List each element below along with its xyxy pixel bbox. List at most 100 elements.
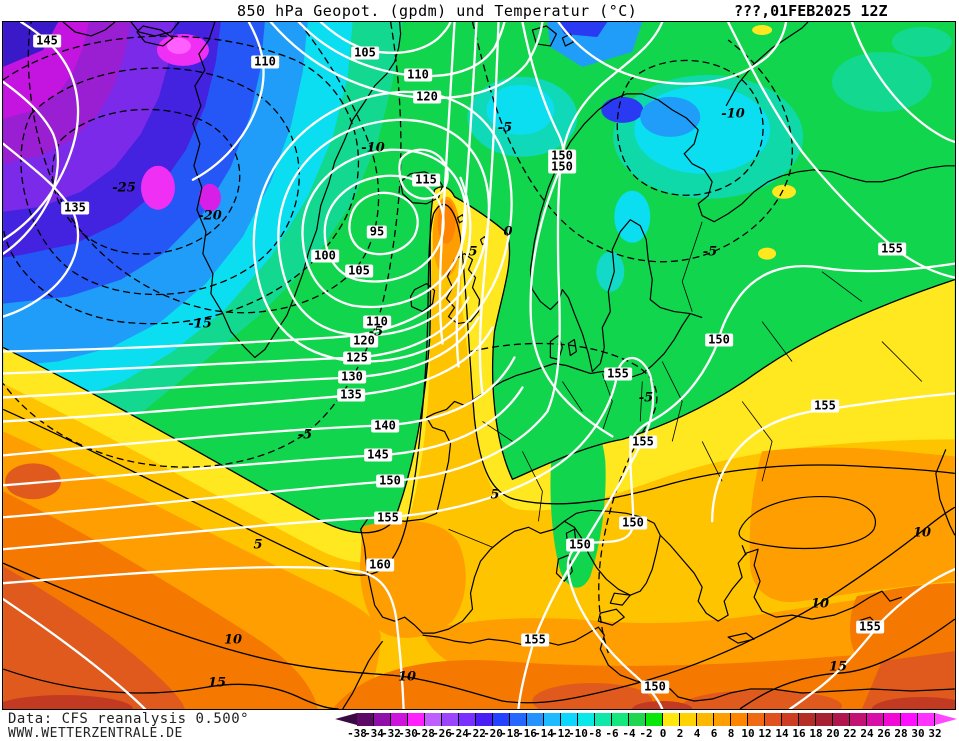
colorbar-tick-label: 18: [809, 727, 823, 740]
colorbar-cell: [561, 713, 578, 726]
website-text: WWW.WETTERZENTRALE.DE: [8, 726, 183, 741]
weather-map: 145 110 105 110 120 115 135 95 100 105 110 120 125 13…: [2, 21, 956, 710]
geopotential-label: 150: [641, 680, 669, 694]
colorbar-tick-label: -26: [432, 727, 452, 740]
colorbar-cell: [493, 713, 510, 726]
geopotential-label: 150: [548, 160, 576, 174]
colorbar-cell: [748, 713, 765, 726]
geopotential-label: 150: [376, 474, 404, 488]
colorbar-cell: [731, 713, 748, 726]
colorbar-tick-label: -24: [449, 727, 469, 740]
colorbar-tick-label: -12: [551, 727, 571, 740]
geopotential-label: 145: [364, 448, 392, 462]
temperature-label: 0: [503, 224, 513, 240]
temperature-colorbar: [335, 713, 957, 726]
colorbar-right-arrow: [935, 713, 957, 725]
country-borders: [448, 221, 923, 548]
colorbar-tick-label: 30: [911, 727, 925, 740]
colorbar-cell: [425, 713, 442, 726]
titlebar: 850 hPa Geopot. (gpdm) und Temperatur (°…: [0, 0, 959, 22]
colorbar-tick-label: 12: [758, 727, 772, 740]
colorbar-tick-label: -14: [534, 727, 554, 740]
geopotential-label: 110: [363, 315, 391, 329]
geopotential-label: 150: [619, 516, 647, 530]
colorbar-tick-label: 6: [710, 727, 718, 740]
colorbar-cell: [884, 713, 901, 726]
map-title: 850 hPa Geopot. (gpdm) und Temperatur (°…: [237, 2, 638, 20]
colorbar-cell: [374, 713, 391, 726]
geopotential-label: 145: [33, 34, 61, 48]
geopotential-label: 155: [811, 399, 839, 413]
geopotential-label: 155: [629, 435, 657, 449]
colorbar-tick-label: 24: [860, 727, 874, 740]
colorbar-cell: [663, 713, 680, 726]
colorbar-cell: [782, 713, 799, 726]
colorbar-cell: [765, 713, 782, 726]
colorbar-cell: [799, 713, 816, 726]
colorbar-cell: [391, 713, 408, 726]
colorbar-cell: [595, 713, 612, 726]
colorbar-cell: [544, 713, 561, 726]
colorbar-tick-label: -34: [364, 727, 384, 740]
temperature-label: -5: [702, 244, 718, 260]
temperature-label: 10: [397, 669, 417, 685]
colorbar-tick-label: -4: [622, 727, 636, 740]
temperature-label: -5: [497, 120, 513, 136]
geopotential-label: 105: [351, 46, 379, 60]
colorbar-cell: [816, 713, 833, 726]
run-timestamp: ???,01FEB2025 12Z: [734, 2, 888, 20]
colorbar-tick-label: 22: [843, 727, 857, 740]
colorbar-cell: [629, 713, 646, 726]
colorbar-cell: [850, 713, 867, 726]
geopotential-label: 140: [371, 419, 399, 433]
colorbar-cell: [697, 713, 714, 726]
geopotential-label: 110: [251, 55, 279, 69]
temperature-label: -5: [638, 390, 654, 406]
colorbar-cell: [680, 713, 697, 726]
footer: Data: CFS reanalysis 0.500° WWW.WETTERZE…: [0, 710, 959, 741]
colorbar-tick-label: 20: [826, 727, 840, 740]
geopotential-label: 135: [61, 201, 89, 215]
geopotential-label: 160: [366, 558, 394, 572]
colorbar-cell: [476, 713, 493, 726]
geopotential-label: 125: [343, 351, 371, 365]
temperature-label: -20: [198, 208, 222, 224]
geopotential-label: 110: [404, 68, 432, 82]
colorbar-cell: [901, 713, 918, 726]
colorbar-tick-label: 4: [693, 727, 701, 740]
colorbar-tick-label: 16: [792, 727, 806, 740]
colorbar-tick-label: -20: [483, 727, 503, 740]
colorbar-tick-label: 26: [877, 727, 891, 740]
colorbar-tick-label: 2: [676, 727, 684, 740]
colorbar-tick-label: 10: [741, 727, 755, 740]
temperature-label: 10: [810, 596, 830, 612]
colorbar-cell: [867, 713, 884, 726]
colorbar-cell: [510, 713, 527, 726]
geopotential-label: 150: [705, 333, 733, 347]
temperature-label: 10: [912, 525, 932, 541]
temperature-label: -5: [297, 427, 313, 443]
geopotential-label: 95: [366, 225, 388, 239]
colorbar-cell: [714, 713, 731, 726]
temperature-label: -25: [112, 180, 136, 196]
temperature-label: 5: [468, 244, 478, 260]
geopotential-label: 115: [412, 173, 440, 187]
colorbar-tick-label: 0: [659, 727, 667, 740]
geopotential-label: 135: [337, 388, 365, 402]
colorbar-tick-label: -18: [500, 727, 520, 740]
geopotential-label: 155: [878, 242, 906, 256]
colorbar-cell: [442, 713, 459, 726]
colorbar-tick-label: -6: [605, 727, 619, 740]
geopotential-contours: [3, 22, 955, 709]
colorbar-tick-label: -10: [568, 727, 588, 740]
colorbar-cell: [459, 713, 476, 726]
colorbar-tick-label: -32: [381, 727, 401, 740]
geopotential-label: 130: [338, 370, 366, 384]
temperature-label: 5: [253, 537, 263, 553]
colorbar-cell: [646, 713, 663, 726]
temperature-label: 15: [828, 659, 848, 675]
colorbar-tick-label: -2: [639, 727, 653, 740]
colorbar-cell: [408, 713, 425, 726]
colorbar-tick-label: -38: [347, 727, 367, 740]
